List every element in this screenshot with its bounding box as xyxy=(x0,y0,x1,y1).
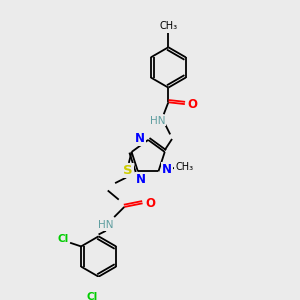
Text: HN: HN xyxy=(150,116,165,126)
Text: Cl: Cl xyxy=(86,292,98,300)
Text: Cl: Cl xyxy=(57,234,68,244)
Text: O: O xyxy=(187,98,197,111)
Text: CH₃: CH₃ xyxy=(159,21,177,31)
Text: S: S xyxy=(123,164,133,177)
Text: O: O xyxy=(145,197,155,210)
Text: N: N xyxy=(136,173,146,186)
Text: HN: HN xyxy=(98,220,114,230)
Text: N: N xyxy=(162,163,172,176)
Text: N: N xyxy=(135,133,145,146)
Text: CH₃: CH₃ xyxy=(175,162,193,172)
